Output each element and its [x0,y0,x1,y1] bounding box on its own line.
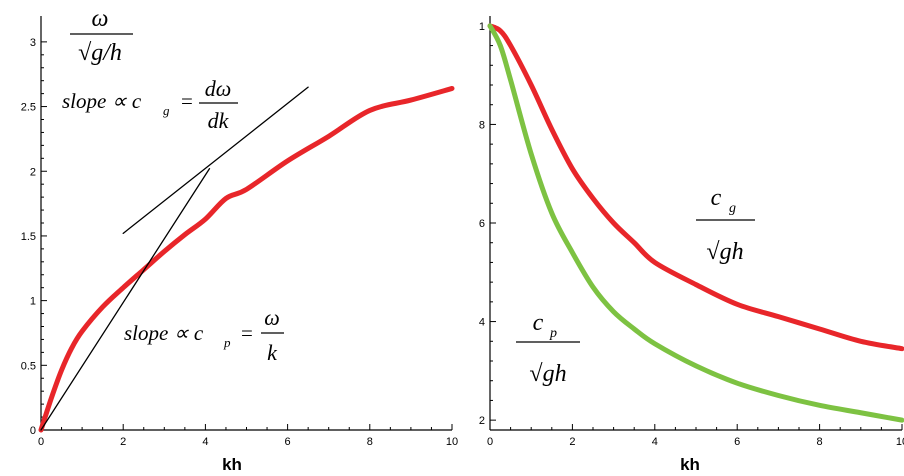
left-y-tick-label: 2 [30,166,36,178]
left-cg-annotation: slope ∝ c g = dω dk [62,76,238,133]
right-x-tick-label: 6 [734,436,740,448]
left-x-tick-label: 0 [38,436,44,448]
left-series-line-0 [38,85,455,433]
right-cg-denominator: √gh [706,239,743,265]
right-cp-denominator: √gh [529,361,566,387]
left-x-tick-label: 6 [285,436,291,448]
right-series-line-1 [487,23,904,423]
left-y-tick-label: 1.5 [21,231,36,243]
left-y-tick-label: 0 [30,425,36,437]
left-omega-annotation: ω √g/h [70,6,133,66]
cg-denominator: dk [208,108,230,133]
left-x-tick-label: 8 [367,436,373,448]
cp-slope-label: slope ∝ c [124,321,204,345]
right-x-tick-label: 10 [896,436,904,448]
cp-numerator: ω [264,305,280,330]
right-series [487,23,904,423]
left-series-line-1 [40,168,211,431]
right-cp-annotation: c p √gh [516,310,580,387]
left-x-tick-label: 2 [120,436,126,448]
left-cp-annotation: slope ∝ c p = ω k [124,305,284,365]
right-cg-annotation: c g √gh [696,185,755,265]
right-cg-numerator: c [711,185,722,211]
left-series [38,85,455,433]
left-series-line-2 [122,86,309,234]
left-chart: 0 2 4 6 8 10 0 0.5 1 1.5 2 2.5 3 kh ω √g/h slope ∝ c… [21,6,458,474]
omega-numerator: ω [92,6,109,32]
right-y-tick-label: 2 [479,415,485,427]
omega-denominator: √g/h [78,40,122,66]
right-chart: 024681018642 kh c g √gh c p √gh [479,16,904,474]
cp-slope-subscript: p [223,335,231,350]
right-y-tick-label: 6 [479,218,485,230]
left-axes [40,16,452,431]
cg-slope-subscript: g [163,103,170,118]
left-y-tick-label: 3 [30,37,36,49]
right-x-axis-title: kh [680,455,700,474]
right-ticks: 024681018642 [479,21,904,448]
right-cg-subscript: g [729,201,736,216]
left-ticks: 0 2 4 6 8 10 0 0.5 1 1.5 2 2.5 3 [21,37,458,448]
left-y-tick-label: 2.5 [21,102,36,114]
left-x-tick-label: 10 [446,436,458,448]
cg-numerator: dω [205,76,232,101]
cg-slope-label: slope ∝ c [62,89,142,113]
right-cp-numerator: c [533,310,544,336]
left-y-tick-label: 0.5 [21,360,36,372]
right-y-tick-label: 1 [479,21,485,33]
left-x-axis-title: kh [222,455,242,474]
cp-denominator: k [267,340,278,365]
right-y-tick-label: 8 [479,119,485,131]
right-cp-subscript: p [549,326,557,341]
left-y-tick-label: 1 [30,296,36,308]
right-series-line-0 [487,23,904,352]
left-x-tick-label: 4 [202,436,208,448]
right-y-tick-label: 4 [479,317,485,329]
right-x-tick-label: 2 [569,436,575,448]
cg-equals: = [181,89,193,113]
right-x-tick-label: 8 [817,436,823,448]
cp-equals: = [241,321,253,345]
right-x-tick-label: 0 [487,436,493,448]
right-x-tick-label: 4 [652,436,658,448]
